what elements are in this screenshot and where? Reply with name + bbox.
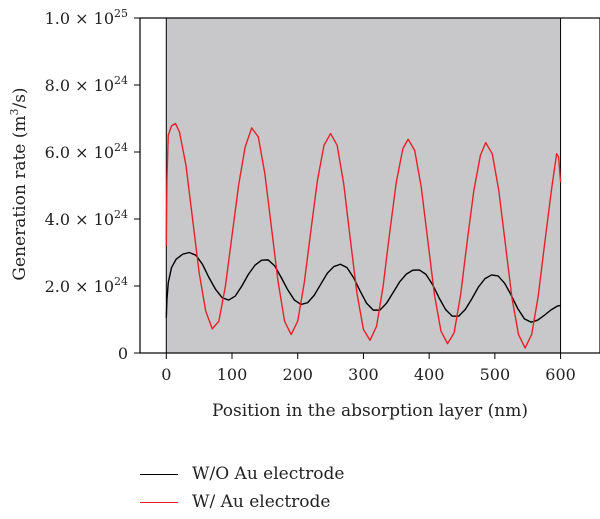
y-tick-label: 0 bbox=[118, 344, 128, 363]
legend-label-wo-au: W/O Au electrode bbox=[192, 464, 345, 484]
plot-area bbox=[165, 18, 562, 353]
legend-item: W/O Au electrode bbox=[140, 460, 344, 488]
shaded-region bbox=[166, 18, 561, 353]
x-tick-label: 400 bbox=[414, 365, 445, 384]
x-tick-label: 500 bbox=[480, 365, 511, 384]
x-tick-label: 300 bbox=[348, 365, 379, 384]
x-tick-label: 0 bbox=[161, 365, 171, 384]
y-tick-label: 8.0 × 1024 bbox=[45, 74, 128, 95]
series-line-wo-au bbox=[165, 251, 561, 323]
legend-label-w-au: W/ Au electrode bbox=[192, 492, 331, 512]
series-line-w-au bbox=[165, 122, 562, 349]
y-tick-label: 2.0 × 1024 bbox=[45, 275, 128, 296]
x-axis-label: Position in the absorption layer (nm) bbox=[212, 401, 528, 421]
legend: W/O Au electrode W/ Au electrode bbox=[140, 460, 344, 516]
y-tick-label: 6.0 × 1024 bbox=[45, 141, 128, 162]
x-tick-label: 100 bbox=[217, 365, 248, 384]
y-axis-label: Generation rate (m3/s) bbox=[8, 87, 30, 280]
x-tick-label: 200 bbox=[282, 365, 313, 384]
x-tick-label: 600 bbox=[545, 365, 576, 384]
axes: 0 100 200 300 400 500 600 0 2.0 × 1024 4.0 × 1024… bbox=[45, 7, 600, 384]
legend-swatch-w-au bbox=[140, 501, 178, 503]
plot-frame bbox=[139, 17, 600, 354]
y-tick-label: 1.0 × 1025 bbox=[45, 7, 128, 28]
legend-swatch-wo-au bbox=[140, 473, 178, 475]
legend-item: W/ Au electrode bbox=[140, 488, 344, 516]
y-tick-label: 4.0 × 1024 bbox=[45, 208, 128, 229]
